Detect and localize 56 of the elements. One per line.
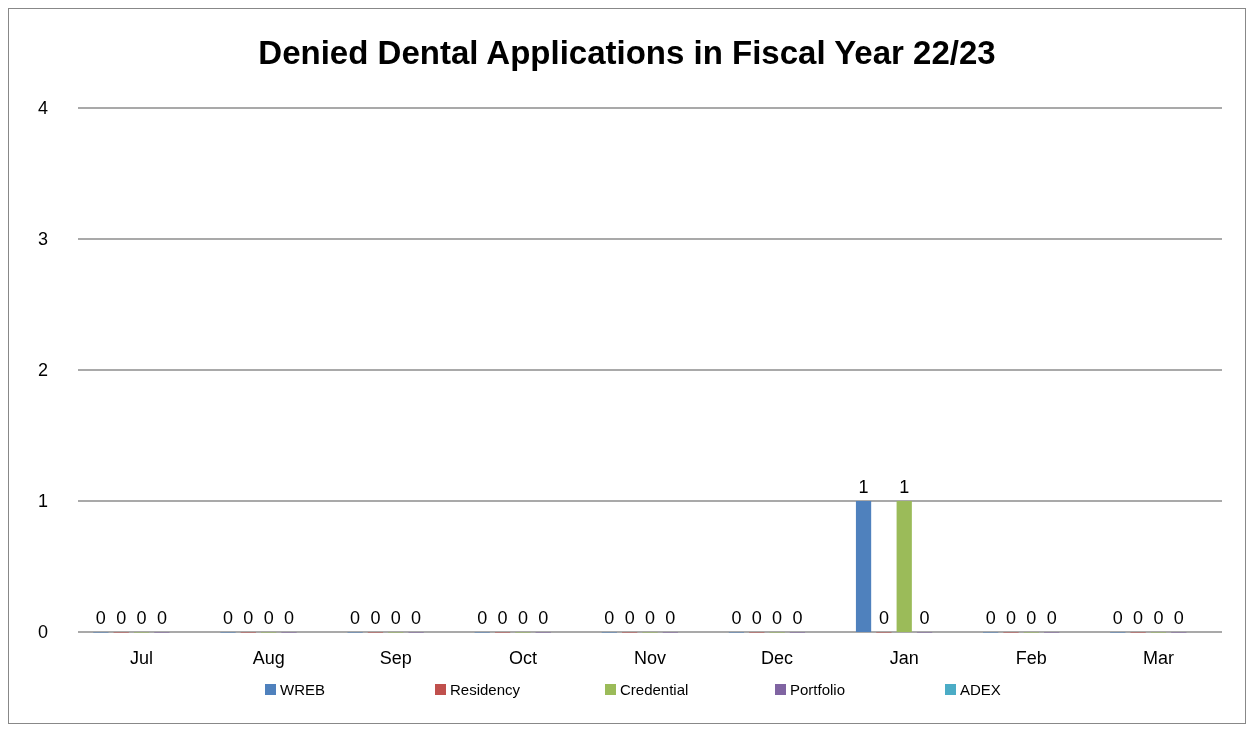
y-tick-label: 4 <box>37 98 48 118</box>
data-label: 0 <box>665 608 676 628</box>
data-label: 1 <box>899 477 910 497</box>
data-label: 0 <box>538 608 549 628</box>
data-label: 0 <box>350 608 361 628</box>
x-tick-label: Jan <box>889 648 919 668</box>
x-tick-label: Sep <box>379 648 412 668</box>
data-label: 0 <box>644 608 656 628</box>
x-tick-label: Feb <box>1015 648 1047 668</box>
data-label: 0 <box>370 608 381 628</box>
data-label: 1 <box>858 477 869 497</box>
data-label: 0 <box>1173 608 1184 628</box>
y-tick-label: 3 <box>37 229 48 249</box>
x-tick-label: Aug <box>252 648 285 668</box>
data-label: 0 <box>985 608 996 628</box>
data-label: 0 <box>1046 608 1057 628</box>
data-label: 0 <box>116 608 127 628</box>
x-tick-label: Nov <box>633 648 667 668</box>
data-label: 0 <box>477 608 488 628</box>
data-label: 0 <box>517 608 528 628</box>
data-label: 0 <box>95 608 106 628</box>
data-label: 0 <box>1026 608 1037 628</box>
data-label: 0 <box>156 608 167 628</box>
legend-label: ADEX <box>960 681 1001 698</box>
data-label: 0 <box>731 608 742 628</box>
data-label: 0 <box>1005 608 1016 628</box>
data-label: 0 <box>222 608 233 628</box>
data-label: 0 <box>284 608 295 628</box>
legend-label: Credential <box>620 681 689 698</box>
data-label: 0 <box>792 608 803 628</box>
data-label: 0 <box>390 608 401 628</box>
y-tick-label: 1 <box>37 491 48 511</box>
legend-label: Portfolio <box>790 681 846 698</box>
chart-title: Denied Dental Applications in Fiscal Year 22/23 <box>258 34 996 71</box>
legend-label: Residency <box>450 681 521 698</box>
data-label: 0 <box>878 608 889 628</box>
data-label: 0 <box>1133 608 1144 628</box>
data-label: 0 <box>751 608 762 628</box>
data-label: 0 <box>136 608 147 628</box>
data-label: 0 <box>497 608 508 628</box>
data-label: 0 <box>624 608 635 628</box>
data-label: 0 <box>243 608 254 628</box>
x-tick-label: Oct <box>508 648 537 668</box>
legend-label: WREB <box>280 681 325 698</box>
y-tick-label: 0 <box>37 622 48 642</box>
data-label: 0 <box>772 608 783 628</box>
data-label: 0 <box>604 608 615 628</box>
data-label: 0 <box>1153 608 1164 628</box>
y-tick-label: 2 <box>37 360 48 380</box>
data-label: 0 <box>1112 608 1123 628</box>
x-tick-label: Dec <box>761 648 794 668</box>
data-label: 0 <box>919 608 930 628</box>
data-label: 0 <box>411 608 422 628</box>
data-label: 0 <box>263 608 274 628</box>
x-tick-label: Jul <box>130 648 154 668</box>
x-tick-label: Mar <box>1142 648 1174 668</box>
